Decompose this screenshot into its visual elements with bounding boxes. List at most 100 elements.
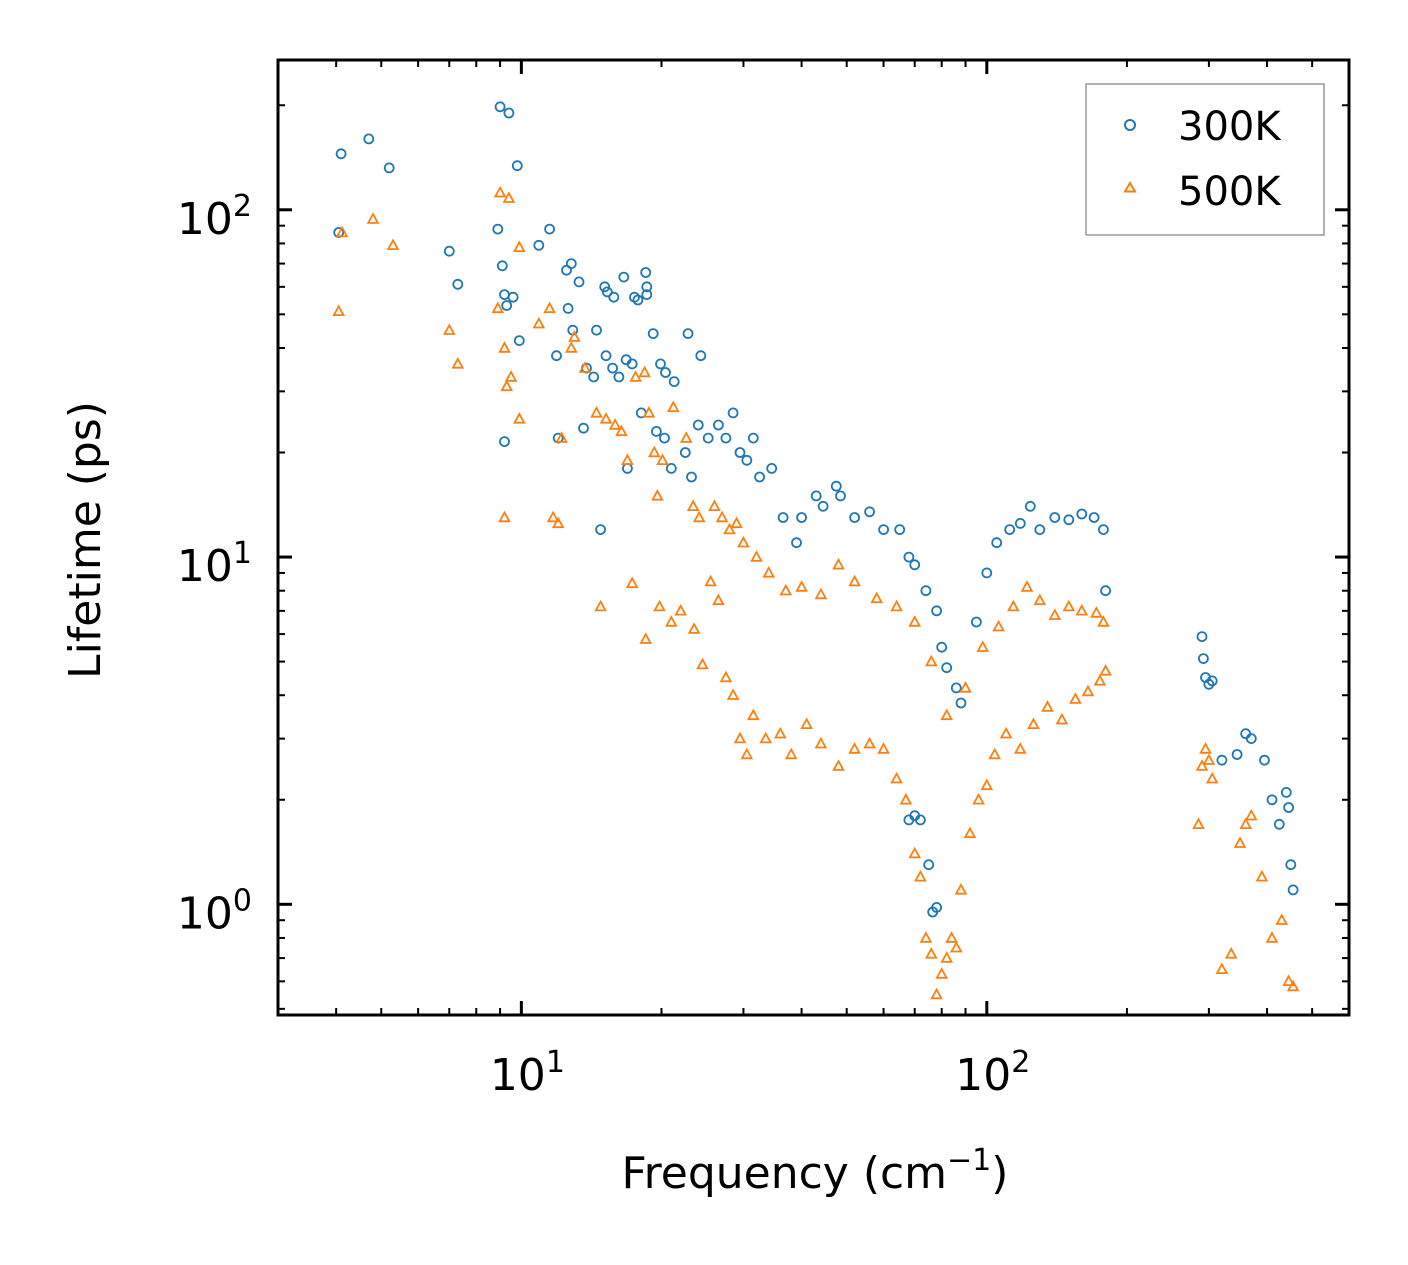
- point-300K: [551, 350, 562, 362]
- point-500K: [1205, 771, 1219, 784]
- point-300K: [864, 506, 875, 518]
- point-500K: [715, 510, 729, 523]
- point-500K: [1215, 962, 1229, 974]
- point-500K: [625, 576, 639, 588]
- point-300K: [511, 160, 523, 172]
- point-300K: [562, 302, 574, 314]
- point-300K: [659, 432, 670, 444]
- point-300K: [878, 524, 889, 535]
- point-500K: [832, 557, 845, 570]
- point-300K: [817, 500, 829, 512]
- point-300K: [720, 432, 732, 444]
- point-300K: [496, 260, 508, 272]
- point-300K: [920, 585, 932, 597]
- point-500K: [621, 453, 634, 465]
- point-500K: [500, 379, 514, 392]
- point-500K: [800, 717, 813, 729]
- point-300K: [492, 223, 504, 235]
- point-500K: [908, 846, 922, 859]
- point-500K: [332, 304, 346, 316]
- point-300K: [1206, 675, 1218, 687]
- point-500K: [594, 599, 607, 612]
- point-500K: [366, 212, 380, 224]
- point-500K: [959, 681, 972, 693]
- point-500K: [945, 931, 958, 943]
- point-300K: [1285, 859, 1297, 871]
- point-500K: [1090, 606, 1103, 618]
- point-500K: [814, 587, 828, 600]
- point-300K: [936, 641, 948, 653]
- point-500K: [687, 622, 701, 634]
- point-300K: [713, 419, 724, 431]
- point-300K: [1283, 802, 1294, 813]
- point-300K: [1049, 512, 1061, 523]
- point-300K: [734, 447, 746, 458]
- point-500K: [1192, 817, 1205, 829]
- point-500K: [779, 583, 793, 596]
- point-500K: [919, 931, 933, 943]
- point-500K: [1099, 664, 1112, 676]
- data-points: [332, 101, 1300, 1000]
- point-300K: [507, 291, 519, 303]
- point-500K: [491, 301, 505, 314]
- point-500K: [940, 708, 954, 721]
- point-300K: [499, 436, 510, 448]
- point-300K: [513, 335, 525, 347]
- point-300K: [686, 471, 697, 483]
- point-500K: [726, 688, 740, 700]
- point-300K: [894, 524, 906, 535]
- point-300K: [796, 512, 807, 523]
- point-500K: [988, 747, 1002, 760]
- point-300K: [1196, 631, 1208, 642]
- point-500K: [1224, 947, 1238, 959]
- point-500K: [814, 736, 828, 749]
- point-500K: [940, 951, 954, 963]
- point-500K: [877, 742, 890, 754]
- point-300K: [1198, 653, 1209, 664]
- point-500K: [442, 323, 456, 335]
- x-axis-label: Frequency (cm−1): [622, 1143, 1009, 1199]
- point-300K: [591, 324, 602, 336]
- point-300K: [640, 267, 652, 278]
- point-300K: [668, 376, 680, 388]
- point-500K: [498, 341, 511, 353]
- point-500K: [762, 566, 776, 578]
- point-300K: [452, 278, 464, 290]
- point-500K: [335, 225, 349, 238]
- point-500K: [730, 516, 743, 529]
- point-300K: [1273, 818, 1285, 830]
- point-300K: [618, 271, 630, 283]
- point-300K: [1266, 794, 1278, 806]
- point-500K: [679, 431, 693, 443]
- point-500K: [551, 516, 565, 529]
- point-300K: [501, 300, 513, 311]
- point-300K: [600, 350, 612, 362]
- point-500K: [696, 657, 709, 670]
- point-500K: [719, 670, 733, 683]
- point-500K: [639, 632, 653, 644]
- point-500K: [863, 736, 876, 749]
- point-500K: [653, 599, 666, 612]
- point-500K: [795, 580, 808, 592]
- point-500K: [999, 726, 1013, 739]
- point-300K: [931, 902, 942, 913]
- point-300K: [1076, 508, 1088, 520]
- point-300K: [702, 432, 714, 444]
- point-300K: [903, 551, 915, 563]
- point-300K: [641, 281, 653, 293]
- legend-marker-300k: [1124, 119, 1136, 131]
- point-300K: [971, 616, 982, 628]
- point-500K: [980, 778, 994, 791]
- point-300K: [595, 524, 606, 535]
- point-500K: [890, 771, 903, 784]
- point-500K: [740, 747, 754, 760]
- point-500K: [1239, 817, 1253, 829]
- point-500K: [746, 708, 760, 721]
- point-300K: [810, 490, 822, 502]
- point-300K: [1216, 754, 1228, 766]
- point-500K: [773, 726, 787, 739]
- point-300K: [695, 350, 707, 362]
- point-300K: [651, 425, 662, 437]
- point-300K: [835, 490, 846, 502]
